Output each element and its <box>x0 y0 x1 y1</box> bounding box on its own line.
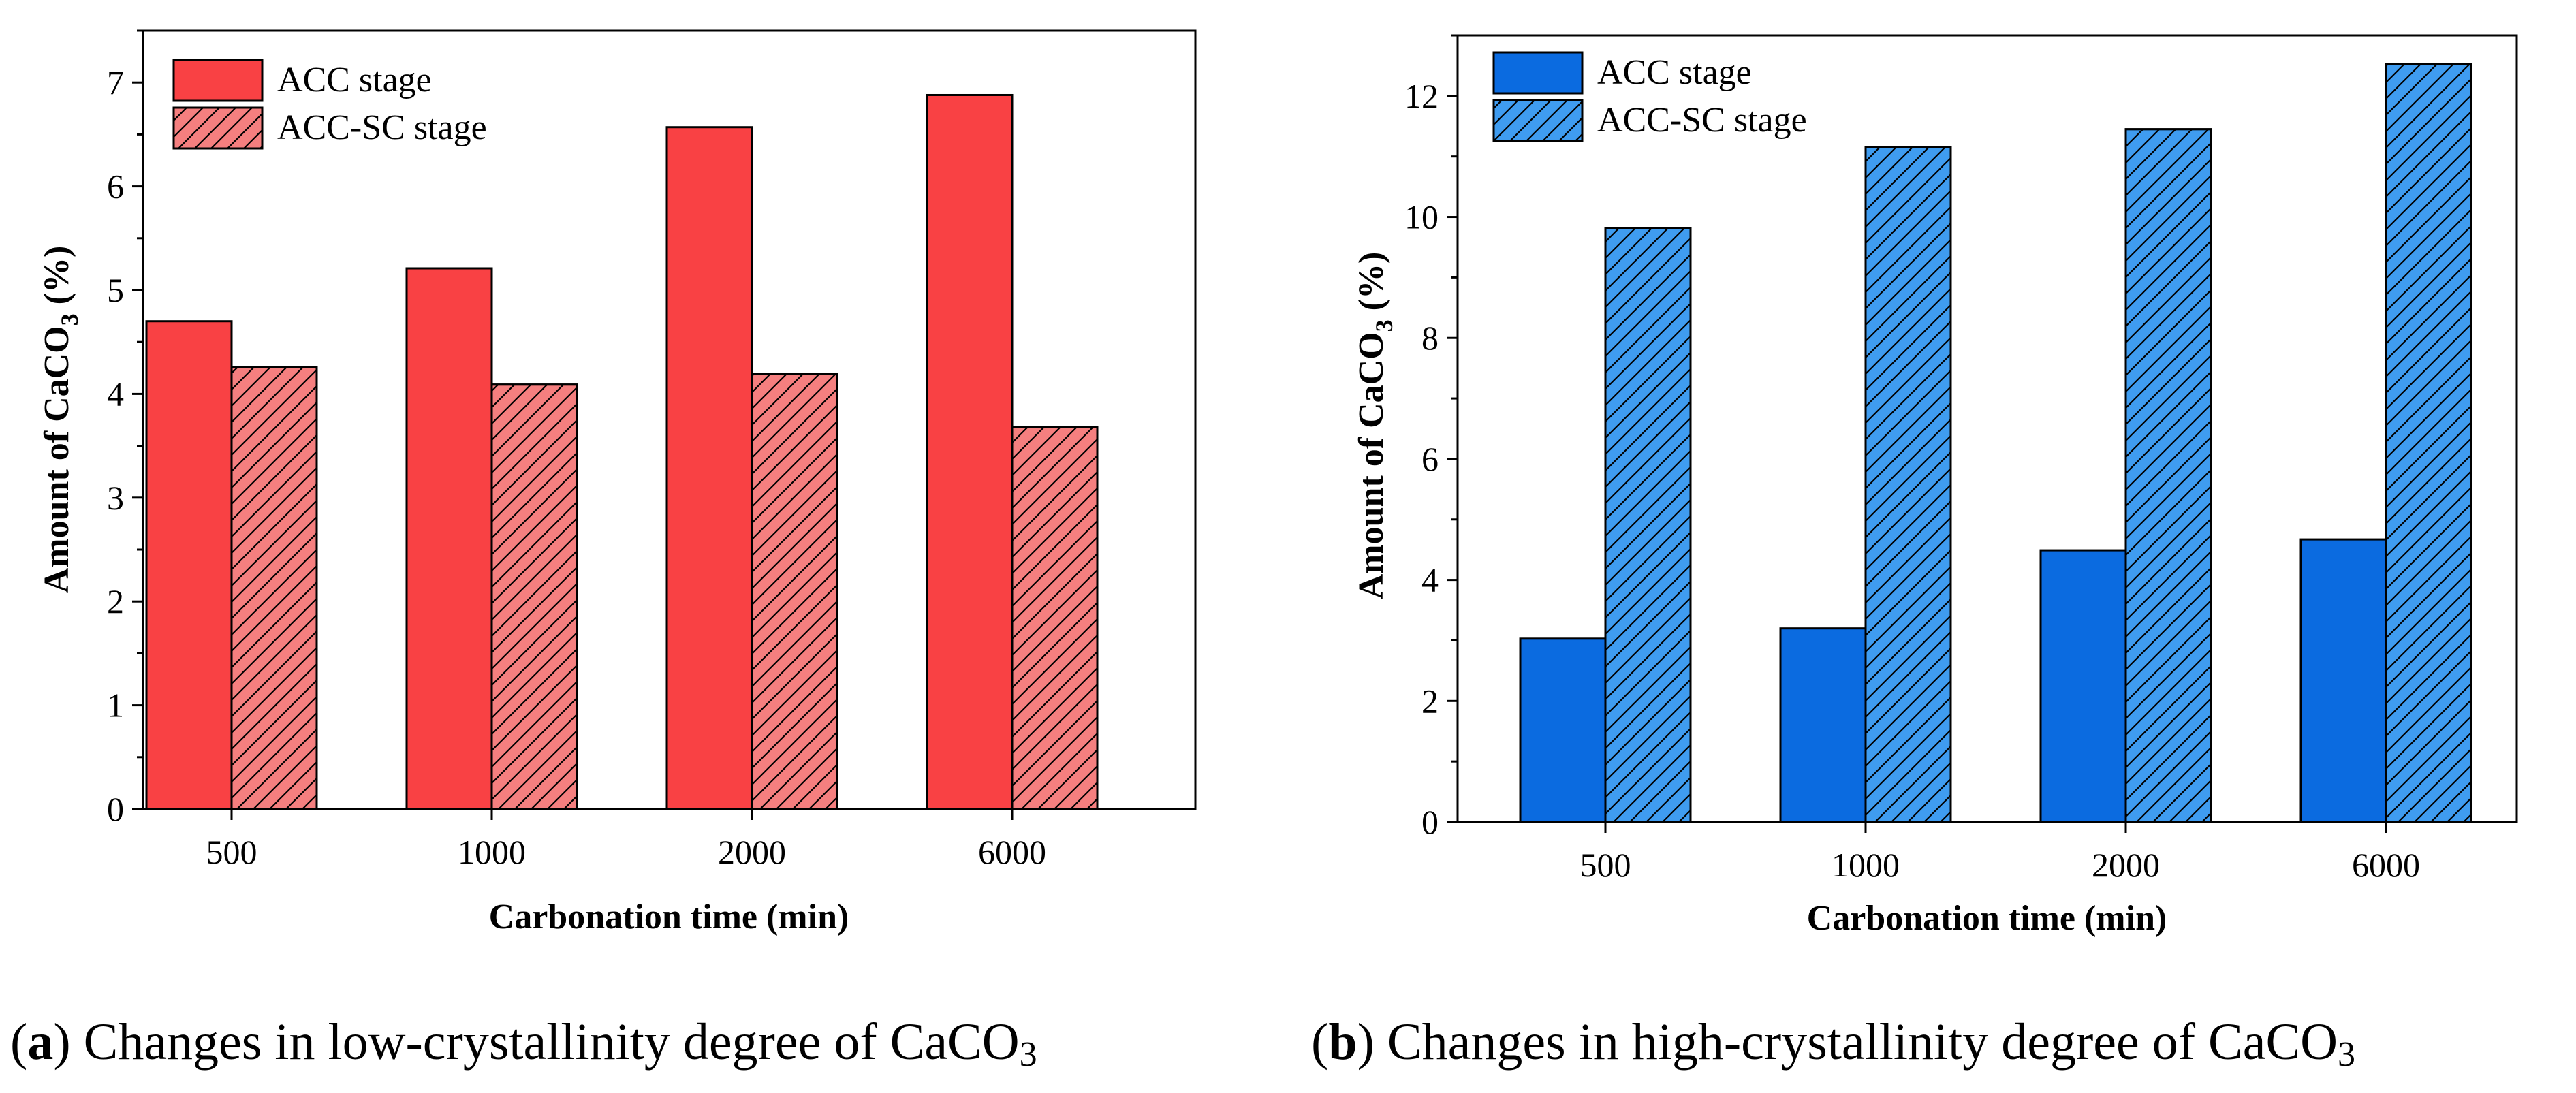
y-tick-label: 1 <box>107 686 124 725</box>
y-tick-label: 6 <box>107 168 124 206</box>
y-axis-title-subscript: 3 <box>56 313 83 326</box>
caption-close-paren: ) <box>1357 1013 1375 1071</box>
y-axis-title-unit: (%) <box>1352 252 1391 320</box>
bar-acc-500 <box>1519 637 1607 823</box>
y-axis-title-unit: (%) <box>37 246 76 314</box>
legend-swatch-hatch <box>1492 99 1584 142</box>
legend-label-acc-sc: ACC-SC stage <box>1597 101 1807 140</box>
bar-hatch-2000 <box>2124 128 2212 823</box>
chart-panel-a: 0 1 2 3 4 5 6 7 500 1000 2000 6000 Carbonation tim… <box>37 29 1197 936</box>
bar-hatch-6000 <box>1011 426 1099 810</box>
x-tick-label: 500 <box>206 833 257 871</box>
y-tick-label: 7 <box>107 63 124 101</box>
legend-swatch-hatch <box>172 106 264 150</box>
caption-letter: b <box>1328 1013 1357 1071</box>
y-tick-label: 10 <box>1404 198 1439 236</box>
bar-hatch-500 <box>230 366 318 810</box>
bar-acc-2000 <box>2039 549 2127 823</box>
x-axis-title: Carbonation time (min) <box>1807 899 2167 938</box>
legend-swatch-acc <box>1492 51 1584 95</box>
x-tick-label: 6000 <box>978 833 1046 871</box>
bar-acc-1000 <box>405 267 493 810</box>
caption-subscript: 3 <box>2338 1035 2355 1074</box>
x-tick-label: 1000 <box>458 833 526 871</box>
y-tick-label: 5 <box>107 271 124 309</box>
bar-hatch-500 <box>1604 227 1692 823</box>
bar-hatch-6000 <box>2385 63 2472 823</box>
x-tick-label: 2000 <box>718 833 786 871</box>
y-tick-label: 3 <box>107 479 124 517</box>
y-tick-label: 12 <box>1404 77 1439 115</box>
y-tick-label: 0 <box>107 790 124 828</box>
bar-hatch-1000 <box>1864 146 1952 823</box>
caption-text: Changes in low-crystallinity degree of C… <box>71 1013 1020 1071</box>
caption-letter: a <box>27 1013 53 1071</box>
y-tick-label: 2 <box>107 582 124 620</box>
bar-hatch-1000 <box>490 383 578 810</box>
y-tick-label: 2 <box>1421 682 1439 720</box>
legend: ACC stage ACC-SC stage <box>1492 51 1807 142</box>
legend-label-acc: ACC stage <box>1597 53 1752 92</box>
bar-hatch-2000 <box>751 373 838 810</box>
bar-acc-6000 <box>2299 538 2387 823</box>
bar-acc-500 <box>145 320 233 810</box>
y-tick-label: 4 <box>107 375 124 413</box>
y-tick-label: 8 <box>1421 319 1439 357</box>
x-tick-label: 2000 <box>2092 846 2160 884</box>
x-tick-label: 1000 <box>1832 846 1900 884</box>
caption-open-paren: ( <box>1311 1013 1328 1071</box>
x-tick-label: 6000 <box>2352 846 2420 884</box>
bar-acc-2000 <box>665 126 753 810</box>
caption-a: (a) Changes in low-crystallinity degree … <box>10 1013 1037 1074</box>
caption-b: (b) Changes in high-crystallinity degree… <box>1311 1013 2355 1074</box>
y-tick-label: 6 <box>1421 440 1439 478</box>
caption-subscript: 3 <box>1020 1035 1037 1074</box>
y-axis-title-main: Amount of CaCO <box>37 326 76 593</box>
bar-acc-6000 <box>926 93 1014 810</box>
caption-close-paren: ) <box>53 1013 70 1071</box>
legend: ACC stage ACC-SC stage <box>172 59 487 150</box>
bar-acc-1000 <box>1779 627 1867 823</box>
legend-swatch-acc <box>172 59 264 102</box>
legend-label-acc-sc: ACC-SC stage <box>277 108 487 147</box>
y-tick-label: 4 <box>1421 561 1439 599</box>
plot-frame <box>1456 34 2518 823</box>
y-axis-title-subscript: 3 <box>1370 319 1398 332</box>
y-axis-title-main: Amount of CaCO <box>1352 332 1391 599</box>
y-axis-title: Amount of CaCO3 (%) <box>37 246 83 594</box>
y-tick-label: 0 <box>1421 803 1439 841</box>
caption-open-paren: ( <box>10 1013 27 1071</box>
legend-label-acc: ACC stage <box>277 61 432 99</box>
x-tick-label: 500 <box>1580 846 1631 884</box>
chart-panel-b: 0 2 4 6 8 10 12 500 1000 2000 6000 Carbonation ti… <box>1352 34 2518 938</box>
x-axis-title: Carbonation time (min) <box>489 898 849 936</box>
caption-text: Changes in high-crystallinity degree of … <box>1375 1013 2338 1071</box>
y-axis-title: Amount of CaCO3 (%) <box>1352 252 1398 600</box>
